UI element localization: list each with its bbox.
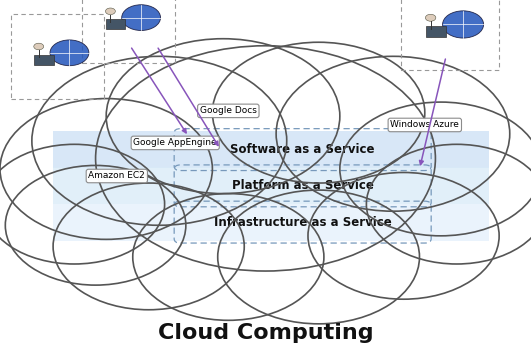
- FancyBboxPatch shape: [53, 203, 489, 241]
- Circle shape: [122, 5, 160, 31]
- Bar: [401, 0, 499, 70]
- Text: Software as a Service: Software as a Service: [230, 143, 375, 156]
- Circle shape: [442, 11, 484, 38]
- FancyBboxPatch shape: [53, 168, 489, 204]
- Text: Windows Azure: Windows Azure: [390, 120, 459, 130]
- Circle shape: [425, 14, 436, 21]
- Text: Platform as a Service: Platform as a Service: [232, 180, 374, 192]
- FancyBboxPatch shape: [34, 55, 54, 64]
- FancyBboxPatch shape: [106, 19, 125, 29]
- Text: Google AppEngine: Google AppEngine: [133, 138, 217, 147]
- Circle shape: [106, 8, 115, 14]
- Circle shape: [34, 43, 44, 50]
- FancyBboxPatch shape: [53, 131, 489, 168]
- Circle shape: [50, 40, 89, 66]
- FancyBboxPatch shape: [426, 26, 446, 37]
- Text: Cloud Computing: Cloud Computing: [158, 323, 373, 342]
- Text: Amazon EC2: Amazon EC2: [89, 171, 145, 181]
- Text: Infrastructure as a Service: Infrastructure as a Service: [214, 216, 391, 228]
- Bar: [82, 0, 175, 63]
- Text: Google Docs: Google Docs: [200, 106, 257, 115]
- Bar: [11, 14, 104, 99]
